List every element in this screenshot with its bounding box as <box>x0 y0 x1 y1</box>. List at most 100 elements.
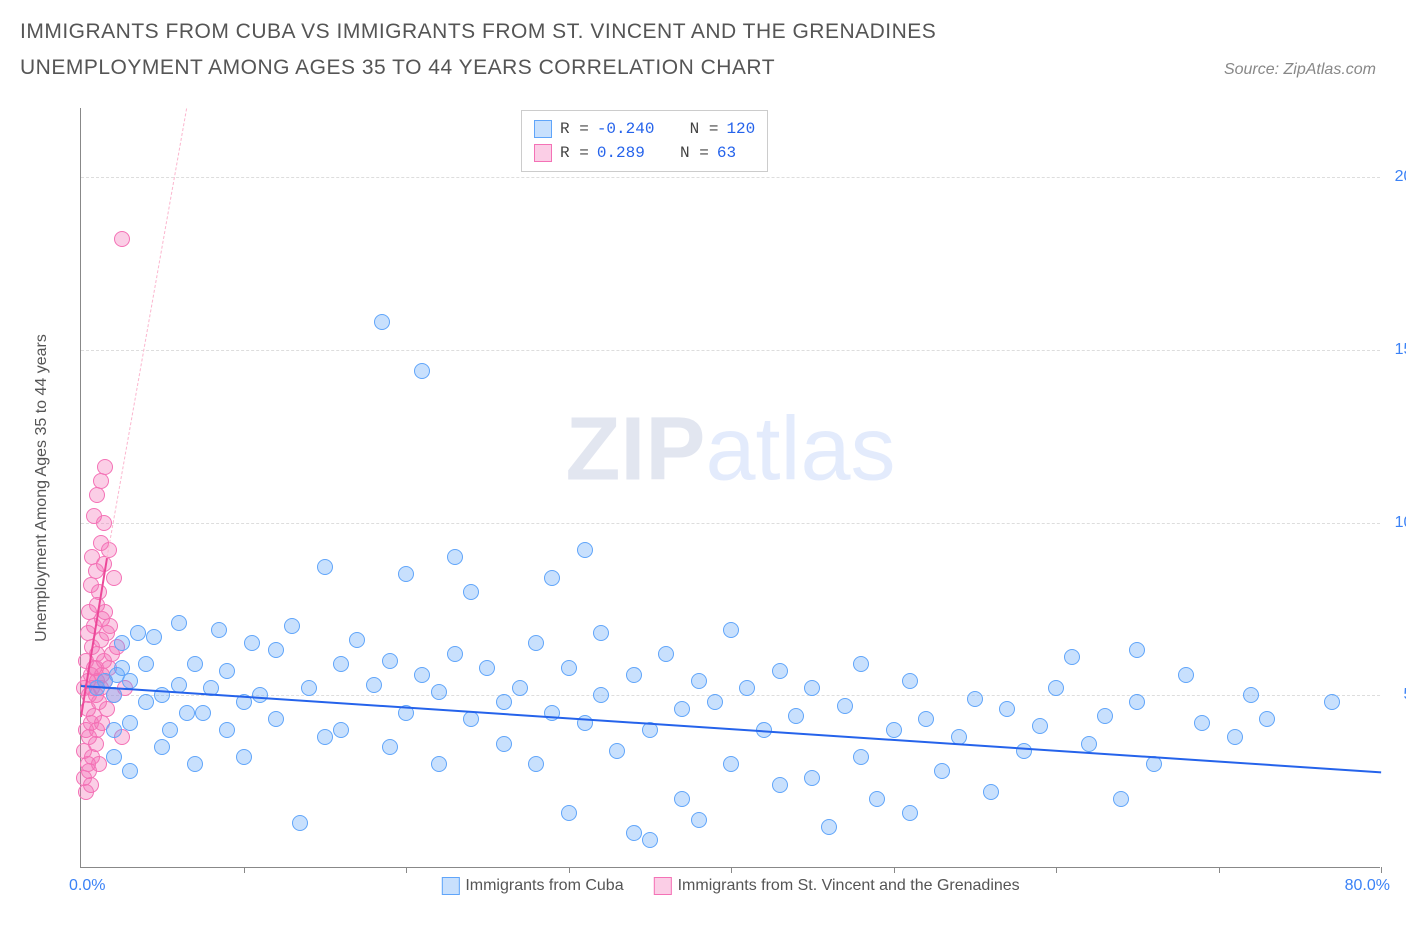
data-point <box>999 701 1015 717</box>
data-point <box>83 777 99 793</box>
data-point <box>723 622 739 638</box>
x-axis-min-label: 0.0% <box>69 877 105 895</box>
data-point <box>96 515 112 531</box>
data-point <box>106 570 122 586</box>
legend-swatch <box>441 877 459 895</box>
legend-n-value: 63 <box>717 141 736 165</box>
data-point <box>886 722 902 738</box>
data-point <box>1129 642 1145 658</box>
data-point <box>918 711 934 727</box>
data-point <box>1064 649 1080 665</box>
data-point <box>723 756 739 772</box>
data-point <box>804 770 820 786</box>
data-point <box>162 722 178 738</box>
data-point <box>821 819 837 835</box>
data-point <box>463 711 479 727</box>
data-point <box>102 618 118 634</box>
data-point <box>983 784 999 800</box>
data-point <box>154 739 170 755</box>
y-tick-label: 20.0% <box>1385 168 1406 186</box>
data-point <box>219 722 235 738</box>
data-point <box>593 687 609 703</box>
data-point <box>88 736 104 752</box>
data-point <box>788 708 804 724</box>
data-point <box>431 684 447 700</box>
chart-header: IMMIGRANTS FROM CUBA VS IMMIGRANTS FROM … <box>0 0 1406 93</box>
data-point <box>902 805 918 821</box>
data-point <box>292 815 308 831</box>
legend-n-label: N = <box>690 117 719 141</box>
data-point <box>252 687 268 703</box>
data-point <box>333 656 349 672</box>
data-point <box>1178 667 1194 683</box>
data-point <box>138 656 154 672</box>
data-point <box>804 680 820 696</box>
data-point <box>512 680 528 696</box>
y-axis-label: Unemployment Among Ages 35 to 44 years <box>33 334 51 642</box>
y-tick-label: 10.0% <box>1385 514 1406 532</box>
x-tick <box>1219 867 1220 873</box>
data-point <box>374 314 390 330</box>
x-tick <box>1056 867 1057 873</box>
data-point <box>106 749 122 765</box>
data-point <box>268 642 284 658</box>
legend-n-label: N = <box>680 141 709 165</box>
y-tick-label: 5.0% <box>1385 686 1406 704</box>
data-point <box>130 625 146 641</box>
data-point <box>447 646 463 662</box>
data-point <box>544 570 560 586</box>
gridline <box>81 350 1380 351</box>
x-tick <box>406 867 407 873</box>
data-point <box>577 542 593 558</box>
data-point <box>268 711 284 727</box>
data-point <box>739 680 755 696</box>
legend-r-label: R = <box>560 117 589 141</box>
data-point <box>674 701 690 717</box>
data-point <box>1113 791 1129 807</box>
data-point <box>528 756 544 772</box>
data-point <box>366 677 382 693</box>
x-tick <box>1381 867 1382 873</box>
gridline <box>81 695 1380 696</box>
data-point <box>447 549 463 565</box>
y-tick-label: 15.0% <box>1385 341 1406 359</box>
correlation-legend: R =-0.240 N =120R = 0.289 N = 63 <box>521 110 768 172</box>
data-point <box>902 673 918 689</box>
data-point <box>934 763 950 779</box>
legend-r-value: -0.240 <box>597 117 655 141</box>
data-point <box>496 736 512 752</box>
series-legend-item: Immigrants from Cuba <box>441 877 623 895</box>
data-point <box>187 656 203 672</box>
data-point <box>122 763 138 779</box>
data-point <box>146 629 162 645</box>
data-point <box>869 791 885 807</box>
data-point <box>691 673 707 689</box>
series-legend-label: Immigrants from Cuba <box>465 877 623 895</box>
data-point <box>1032 718 1048 734</box>
data-point <box>593 625 609 641</box>
gridline <box>81 523 1380 524</box>
data-point <box>561 660 577 676</box>
data-point <box>106 722 122 738</box>
chart-source: Source: ZipAtlas.com <box>1224 61 1386 85</box>
data-point <box>463 584 479 600</box>
data-point <box>528 635 544 651</box>
data-point <box>853 656 869 672</box>
data-point <box>1227 729 1243 745</box>
legend-swatch <box>654 877 672 895</box>
legend-swatch <box>534 144 552 162</box>
data-point <box>114 635 130 651</box>
series-legend-item: Immigrants from St. Vincent and the Gren… <box>654 877 1020 895</box>
legend-r-label: R = <box>560 141 589 165</box>
data-point <box>1243 687 1259 703</box>
x-tick <box>244 867 245 873</box>
chart-area: Unemployment Among Ages 35 to 44 years Z… <box>60 108 1380 868</box>
plot-region: ZIPatlas R =-0.240 N =120R = 0.289 N = 6… <box>80 108 1380 868</box>
data-point <box>284 618 300 634</box>
data-point <box>1081 736 1097 752</box>
data-point <box>122 715 138 731</box>
data-point <box>561 805 577 821</box>
data-point <box>187 756 203 772</box>
data-point <box>93 473 109 489</box>
data-point <box>91 756 107 772</box>
